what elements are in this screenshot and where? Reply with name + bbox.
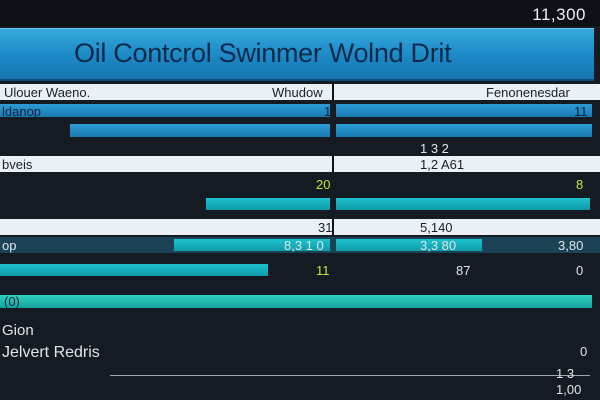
- footer-value-a: 1 3: [556, 366, 575, 381]
- row-bar: [174, 239, 330, 251]
- table-row[interactable]: Gion: [0, 320, 600, 339]
- table-row[interactable]: 20 8: [0, 174, 600, 194]
- row-value: 3,80: [558, 238, 584, 253]
- row-value: 8,3 1 0: [284, 238, 324, 253]
- header-col3: Fenonenesdar: [486, 85, 570, 100]
- row-value: 5,140: [420, 220, 453, 235]
- footer-value-b: 1,00: [556, 382, 582, 397]
- corner-value: 11,300: [532, 5, 586, 24]
- header-col1: Ulouer Waeno.: [4, 85, 91, 100]
- table-row[interactable]: Jelvert Redris 0: [0, 342, 600, 364]
- row-bar: [0, 104, 330, 117]
- row-bar: [336, 239, 482, 251]
- row-value: 11: [316, 263, 330, 278]
- row-bar: [336, 104, 592, 117]
- row-bar: [0, 264, 268, 276]
- row-value: 11: [574, 104, 588, 119]
- row-value: 1: [324, 104, 332, 119]
- row-bar: [336, 124, 592, 137]
- table-row[interactable]: 1 3 2: [0, 140, 600, 156]
- row-value: 8: [576, 177, 584, 192]
- row-bar: [70, 124, 330, 137]
- row-value: 87: [456, 263, 471, 278]
- header-col2: Whudow: [272, 85, 323, 100]
- column-divider: [332, 84, 334, 100]
- table-row[interactable]: 11 87 0: [0, 260, 600, 280]
- row-label: Jelvert Redris: [2, 344, 100, 361]
- row-label: op: [2, 238, 17, 253]
- table-row[interactable]: [0, 122, 600, 140]
- table-header-row: Ulouer Waeno. Whudow Fenonenesdar: [0, 84, 600, 100]
- row-label: bveis: [2, 157, 33, 172]
- row-value: 1,2 A61: [420, 157, 465, 172]
- row-label: (0): [4, 294, 20, 309]
- row-value: 1 3 2: [420, 141, 449, 156]
- table-row[interactable]: op 8,3 1 0 3,3 80 3,80: [0, 237, 600, 253]
- page-title: Oil Contcrol Swinmer Wolnd Drit: [74, 38, 452, 68]
- table-row[interactable]: ldanop 1 11: [0, 102, 600, 120]
- row-value: 3,3 80: [420, 238, 457, 253]
- column-divider: [332, 156, 334, 172]
- column-divider: [332, 219, 334, 235]
- table-row[interactable]: 31 5,140: [0, 219, 600, 235]
- table-row[interactable]: [0, 196, 600, 212]
- row-value: 0: [580, 344, 588, 359]
- row-bar: [206, 198, 330, 210]
- title-banner: [0, 28, 594, 81]
- row-label: Gion: [2, 322, 34, 339]
- row-value: 0: [576, 263, 584, 278]
- table-row[interactable]: bveis 1,2 A61: [0, 156, 600, 172]
- table-row[interactable]: (0): [0, 292, 600, 310]
- top-bar: [0, 0, 600, 26]
- row-bar: [0, 295, 592, 308]
- row-value: 31: [318, 220, 333, 235]
- footer-divider: [110, 375, 590, 376]
- row-bar: [336, 198, 590, 210]
- row-label: ldanop: [2, 104, 42, 119]
- row-value: 20: [316, 177, 331, 192]
